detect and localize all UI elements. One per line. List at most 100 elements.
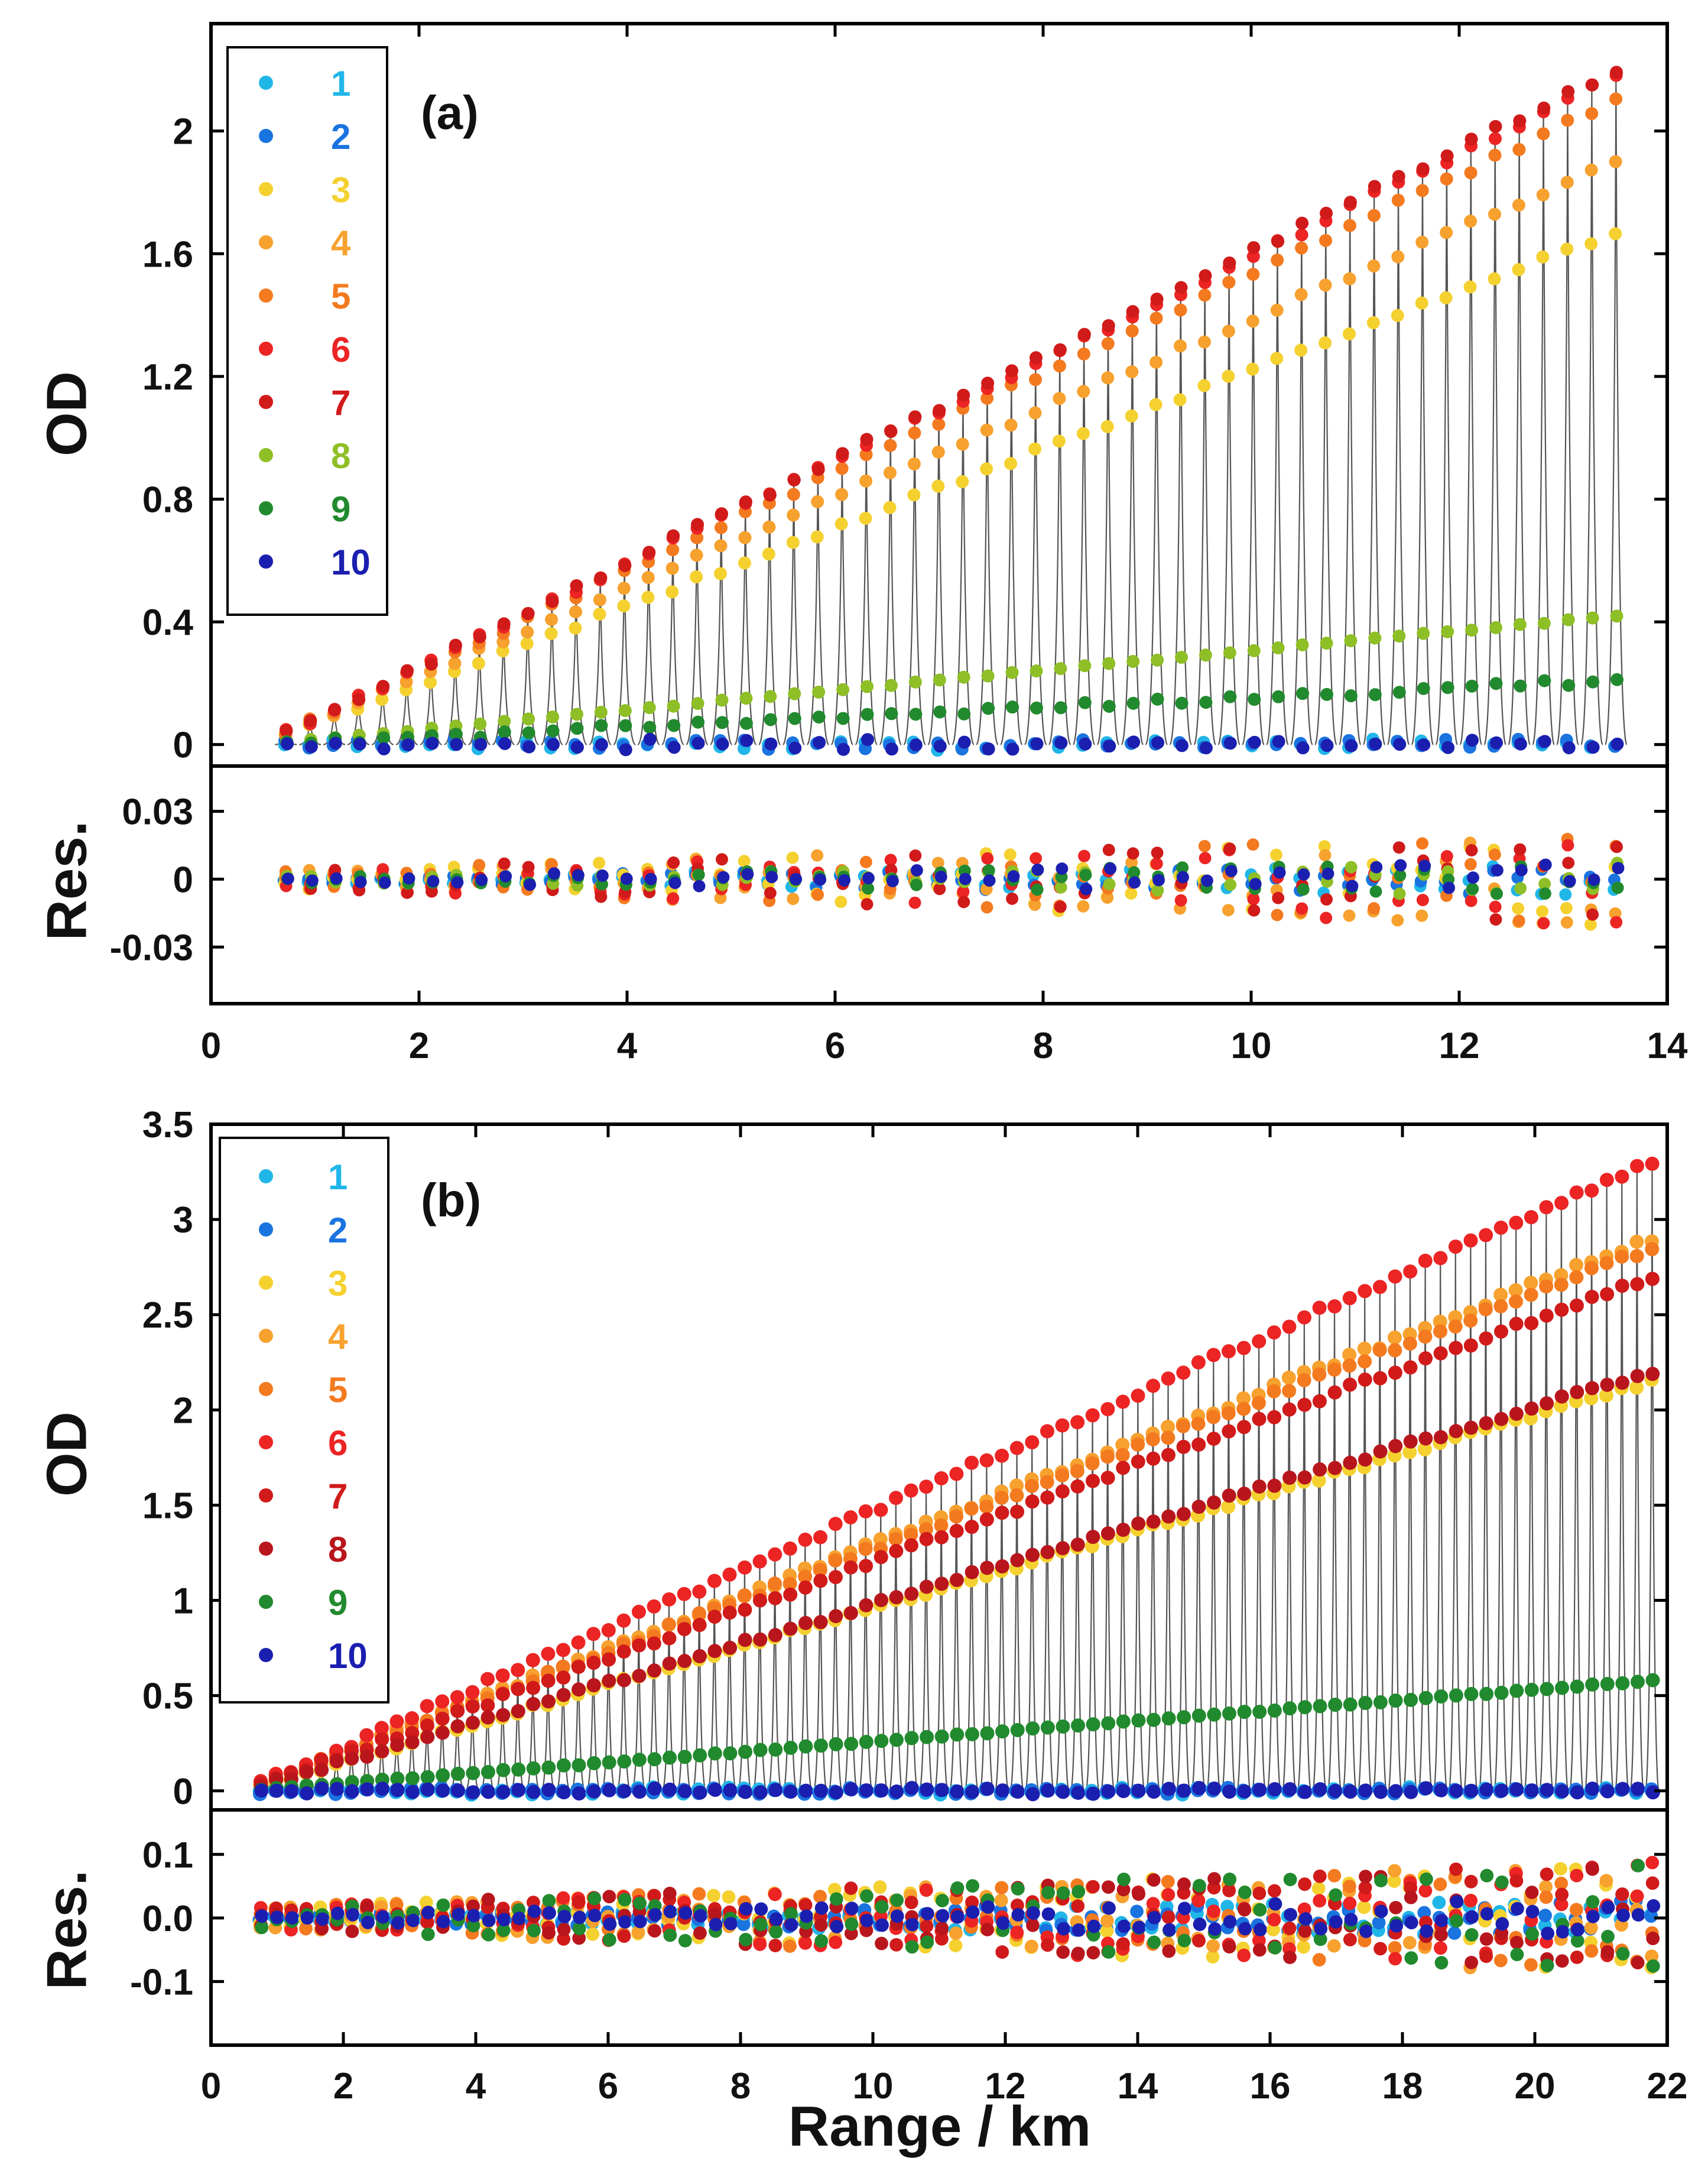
panel-a-point-series-9	[1030, 701, 1043, 715]
panel-b-residual-point-series-9	[1283, 1873, 1297, 1887]
panel-a-point-series-4	[1464, 215, 1478, 228]
panel-a-point-series-8	[473, 717, 487, 731]
panel-b-point-series-5	[828, 1553, 843, 1568]
panel-b-residual-point-series-5	[1388, 1941, 1402, 1955]
panel-b-point-series-8	[723, 1640, 738, 1655]
panel-b-point-series-10	[572, 1786, 586, 1801]
panel-b-point-series-7	[1509, 1316, 1524, 1331]
panel-b-residual-point-series-10	[709, 1917, 723, 1932]
panel-b-residual-point-series-10	[1631, 1908, 1645, 1922]
panel-b-point-series-8	[1086, 1530, 1100, 1544]
panel-b-point-series-8	[1600, 1377, 1615, 1392]
panel-a-point-series-9	[1368, 688, 1382, 702]
panel-b-residual-point-series-9	[920, 1935, 934, 1949]
panel-b-residual-point-series-3	[1357, 1900, 1371, 1915]
panel-b-residual-point-series-6	[1237, 1948, 1251, 1962]
panel-b-residual-point-series-10	[557, 1909, 572, 1923]
panel-a-point-series-10	[1006, 742, 1019, 756]
panel-b-residual-point-series-10	[1389, 1919, 1404, 1933]
panel-b-point-series-10	[1525, 1783, 1540, 1798]
panel-b-residual-point-series-6	[1207, 1904, 1220, 1918]
panel-b-point-series-9	[1101, 1716, 1116, 1731]
panel-b-point-series-5	[1388, 1343, 1402, 1358]
panel-b-point-series-10	[1147, 1784, 1161, 1799]
panel-a-residual-point-series-6	[1030, 852, 1043, 865]
panel-b-point-series-5	[1599, 1255, 1614, 1270]
panel-b-point-series-7	[1358, 1372, 1372, 1387]
panel-a-point-series-7	[860, 433, 874, 446]
panel-b-residual-point-series-4	[1539, 1880, 1553, 1894]
panel-b-point-series-6	[692, 1584, 707, 1599]
panel-b-residual-point-series-3	[707, 1889, 720, 1903]
panel-a-residual-point-series-6	[667, 892, 680, 905]
panel-b-point-series-6	[782, 1541, 797, 1556]
panel-a-residual-point-series-3	[1125, 887, 1138, 900]
panel-a-point-series-3	[1319, 336, 1332, 350]
panel-a-residual-point-series-7	[1586, 908, 1599, 921]
panel-b-residual-point-series-9	[678, 1933, 692, 1948]
panel-a-point-series-3	[1149, 398, 1163, 411]
panel-b-point-series-6	[1025, 1435, 1040, 1450]
panel-b-point-series-7	[1040, 1490, 1055, 1505]
panel-b-point-series-7	[1539, 1308, 1554, 1323]
panel-b-point-series-10	[1207, 1781, 1222, 1796]
panel-b-point-series-9	[738, 1744, 753, 1759]
panel-b-residual-point-series-8	[1207, 1872, 1221, 1886]
panel-b-point-series-6	[949, 1466, 964, 1481]
panel-a-point-series-9	[1126, 696, 1140, 710]
panel-b-y-tick-label: 3	[173, 1200, 193, 1241]
panel-b-legend-marker-1	[259, 1169, 273, 1183]
panel-b-point-series-6	[1493, 1221, 1508, 1235]
panel-b-point-series-8	[1237, 1487, 1252, 1501]
panel-b-residual-point-series-9	[1631, 1858, 1645, 1873]
panel-b-residual-point-series-10	[890, 1909, 904, 1923]
panel-b-point-series-10	[784, 1784, 798, 1799]
panel-a-point-series-8	[1174, 651, 1188, 664]
panel-a-point-series-10	[667, 741, 681, 754]
panel-b-point-series-5	[888, 1531, 903, 1546]
panel-b-point-series-8	[1584, 1381, 1599, 1396]
panel-b-point-series-5	[1131, 1437, 1145, 1452]
panel-a-res-y-tick-label: 0.03	[122, 792, 193, 833]
panel-b-point-series-9	[405, 1771, 420, 1786]
panel-b-point-series-5	[1251, 1396, 1266, 1410]
panel-b-point-series-5	[1629, 1249, 1644, 1264]
panel-b-point-series-10	[738, 1784, 753, 1799]
panel-b-point-series-8	[1176, 1507, 1191, 1521]
panel-b-point-series-7	[1131, 1454, 1145, 1469]
panel-b-point-series-7	[450, 1703, 465, 1718]
panel-b-point-series-8	[511, 1704, 525, 1719]
panel-a-point-series-5	[1101, 337, 1115, 351]
panel-a-point-series-10	[1320, 739, 1334, 752]
panel-a-point-series-8	[764, 690, 777, 703]
panel-b-point-series-7	[1343, 1377, 1358, 1392]
panel-b-residual-point-series-10	[497, 1913, 511, 1927]
panel-a-legend-label-4: 4	[331, 223, 351, 263]
panel-b-point-series-10	[1631, 1782, 1645, 1796]
panel-a-residual-point-series-10	[475, 874, 488, 887]
panel-b-residual-point-series-10	[1178, 1902, 1191, 1916]
panel-a-x-tick-label: 8	[1033, 1026, 1053, 1066]
panel-b-point-series-9	[390, 1771, 405, 1786]
panel-b-residual-point-series-10	[951, 1910, 965, 1924]
panel-a-point-series-7	[957, 388, 970, 402]
panel-b-point-series-6	[1630, 1159, 1645, 1173]
panel-a-residual-point-series-6	[884, 854, 897, 867]
panel-b-point-series-8	[1070, 1537, 1085, 1552]
panel-a-point-series-7	[763, 488, 777, 502]
panel-b-residual-point-series-10	[754, 1902, 768, 1916]
panel-b-legend-box	[219, 1137, 389, 1703]
panel-b-point-series-6	[586, 1627, 601, 1641]
panel-a-point-series-7	[594, 571, 608, 585]
panel-a-residual-point-series-6	[1465, 894, 1478, 907]
panel-a-residual-point-series-10	[427, 875, 440, 888]
panel-b-point-series-8	[934, 1576, 949, 1591]
panel-b-point-series-7	[1086, 1474, 1100, 1488]
panel-b-point-series-6	[1312, 1300, 1327, 1315]
panel-a-point-series-5	[1053, 359, 1066, 373]
panel-b-point-series-6	[934, 1471, 949, 1486]
panel-b-point-series-9	[1404, 1692, 1418, 1707]
panel-b-point-series-4	[1524, 1276, 1538, 1290]
panel-a-point-series-10	[619, 743, 632, 757]
panel-b-point-series-9	[663, 1750, 677, 1765]
